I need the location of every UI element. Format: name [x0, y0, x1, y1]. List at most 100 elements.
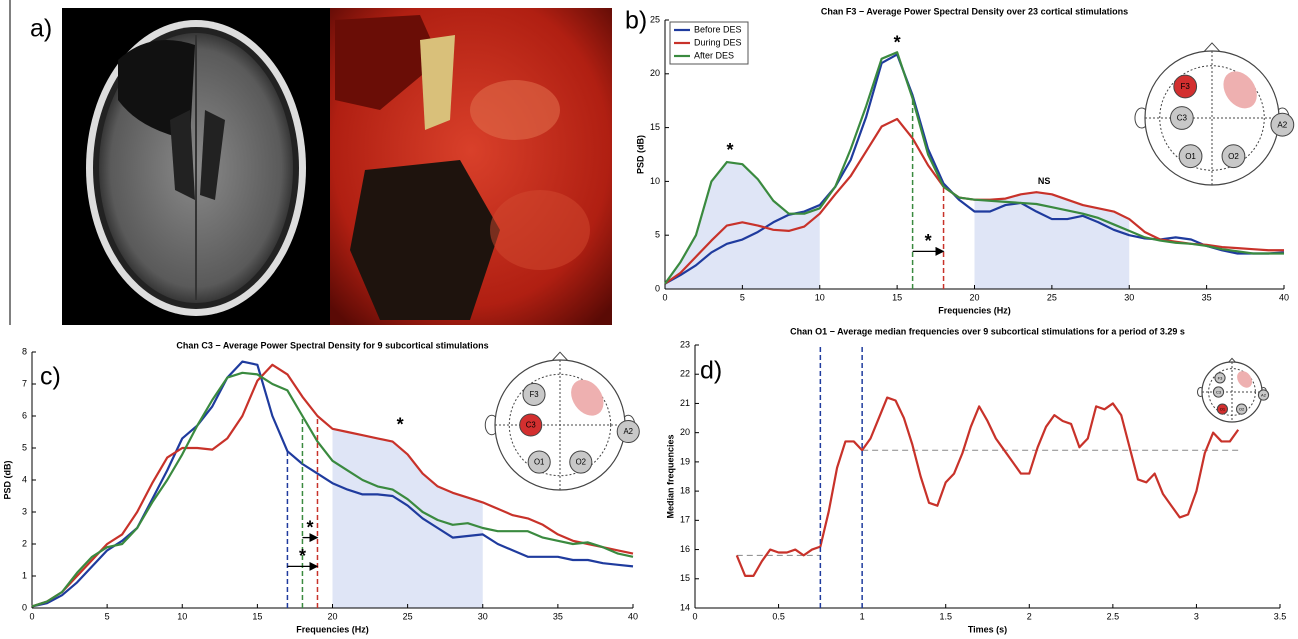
- x-tick-label: 25: [1047, 292, 1057, 302]
- x-tick-label: 3.5: [1274, 611, 1287, 621]
- x-tick-label: 1.5: [939, 611, 952, 621]
- electrode-label: A2: [1277, 120, 1287, 129]
- series-line: [31, 363, 634, 608]
- electrode: [522, 382, 546, 407]
- chart-title: Chan F3 − Average Power Spectral Density…: [821, 6, 1128, 16]
- y-tick-label: 2: [22, 538, 27, 548]
- x-tick-label: 25: [403, 611, 413, 621]
- y-tick-label: 18: [680, 485, 690, 495]
- y-axis-label: Median frequencies: [665, 434, 675, 518]
- electrode-label: C3: [1177, 114, 1188, 123]
- y-tick-label: 19: [680, 456, 690, 466]
- electrode-label: O1: [1185, 152, 1196, 161]
- x-tick-label: 0: [29, 611, 34, 621]
- stimulation-site: [1223, 71, 1257, 109]
- head-inner: [508, 373, 612, 477]
- x-tick-label: 5: [105, 611, 110, 621]
- x-tick-label: 3: [1194, 611, 1199, 621]
- y-tick-label: 16: [680, 544, 690, 554]
- y-axis-label: PSD (dB): [2, 461, 12, 500]
- chart-title: Chan C3 − Average Power Spectral Density…: [176, 340, 488, 350]
- panel-label: b): [625, 7, 647, 35]
- x-axis-label: Frequencies (Hz): [938, 305, 1011, 315]
- x-tick-label: 0.5: [772, 611, 785, 621]
- electrode: [1257, 389, 1270, 401]
- electrode: [1221, 144, 1246, 169]
- x-tick-label: 2: [1027, 611, 1032, 621]
- electrode: [1212, 386, 1225, 398]
- y-tick-label: 0: [22, 602, 27, 612]
- y-axis-label: PSD (dB): [635, 135, 645, 174]
- x-tick-label: 1: [860, 611, 865, 621]
- y-tick-label: 10: [650, 176, 660, 186]
- nose: [1203, 42, 1221, 53]
- electrode-label: O2: [1239, 407, 1245, 412]
- stimulation-site: [1237, 371, 1253, 388]
- x-tick-label: 20: [969, 292, 979, 302]
- legend-label: Before DES: [694, 24, 742, 34]
- y-tick-label: 3: [22, 506, 27, 516]
- x-axis-label: Frequencies (Hz): [296, 624, 369, 634]
- nose: [1228, 357, 1236, 363]
- shaded-range: [332, 428, 483, 608]
- electrode-label: O1: [534, 458, 544, 467]
- head-diagram: F3 C3 O1 O2 A2: [1197, 357, 1270, 423]
- panel-label: c): [40, 363, 61, 391]
- x-tick-label: 15: [892, 292, 902, 302]
- x-tick-label: 15: [252, 611, 262, 621]
- electrode: [519, 413, 543, 437]
- y-tick-label: 5: [22, 442, 27, 452]
- legend-label: After DES: [694, 50, 734, 60]
- y-tick-label: 8: [22, 346, 27, 356]
- y-tick-label: 17: [680, 515, 690, 525]
- panel-label: d): [700, 357, 722, 385]
- panel-label: a): [30, 15, 52, 43]
- y-tick-label: 5: [655, 230, 660, 240]
- y-tick-label: 7: [22, 378, 27, 388]
- electrode-label: F3: [1218, 375, 1223, 380]
- y-tick-label: 0: [655, 283, 660, 293]
- x-tick-label: 10: [177, 611, 187, 621]
- electrode: [1178, 144, 1203, 169]
- electrode-label: C3: [1216, 390, 1222, 395]
- series-line: [664, 51, 1284, 285]
- electrode: [1169, 106, 1194, 130]
- y-tick-label: 20: [680, 427, 690, 437]
- mri-photo: [62, 8, 330, 325]
- x-tick-label: 10: [815, 292, 825, 302]
- annotation: NS: [1038, 176, 1051, 186]
- electrode-label: A2: [623, 427, 633, 436]
- series-line: [31, 371, 634, 608]
- nose: [551, 351, 569, 361]
- electrode-label: O2: [1228, 152, 1239, 161]
- x-tick-label: 2.5: [1107, 611, 1120, 621]
- electrode: [1173, 74, 1198, 99]
- y-tick-label: 20: [650, 68, 660, 78]
- arrow-label: *: [306, 517, 313, 537]
- x-tick-label: 0: [692, 611, 697, 621]
- electrode-label: O2: [576, 458, 586, 467]
- y-tick-label: 6: [22, 410, 27, 420]
- annotation: *: [894, 32, 901, 52]
- y-tick-label: 1: [22, 570, 27, 580]
- electrode: [1216, 403, 1229, 415]
- x-tick-label: 35: [553, 611, 563, 621]
- y-tick-label: 23: [680, 339, 690, 349]
- y-tick-label: 15: [680, 573, 690, 583]
- arrow-label: *: [299, 546, 306, 566]
- annotation: *: [397, 414, 404, 434]
- electrode: [527, 450, 551, 474]
- legend-label: During DES: [694, 37, 742, 47]
- surgery-photo: [330, 8, 612, 325]
- y-tick-label: 21: [680, 398, 690, 408]
- shaded-range: [665, 162, 820, 289]
- y-tick-label: 22: [680, 369, 690, 379]
- chart-title: Chan O1 − Average median frequencies ove…: [790, 326, 1185, 336]
- electrode: [1236, 403, 1248, 415]
- stimulation-site: [571, 379, 604, 416]
- x-tick-label: 35: [1202, 292, 1212, 302]
- x-tick-label: 30: [478, 611, 488, 621]
- x-axis-label: Times (s): [968, 624, 1007, 634]
